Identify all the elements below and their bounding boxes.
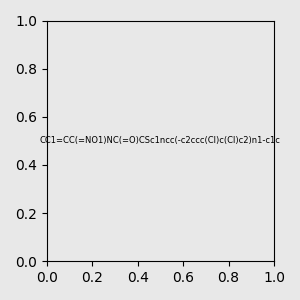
Text: CC1=CC(=NO1)NC(=O)CSc1ncc(-c2ccc(Cl)c(Cl)c2)n1-c1c: CC1=CC(=NO1)NC(=O)CSc1ncc(-c2ccc(Cl)c(Cl…: [40, 136, 281, 146]
